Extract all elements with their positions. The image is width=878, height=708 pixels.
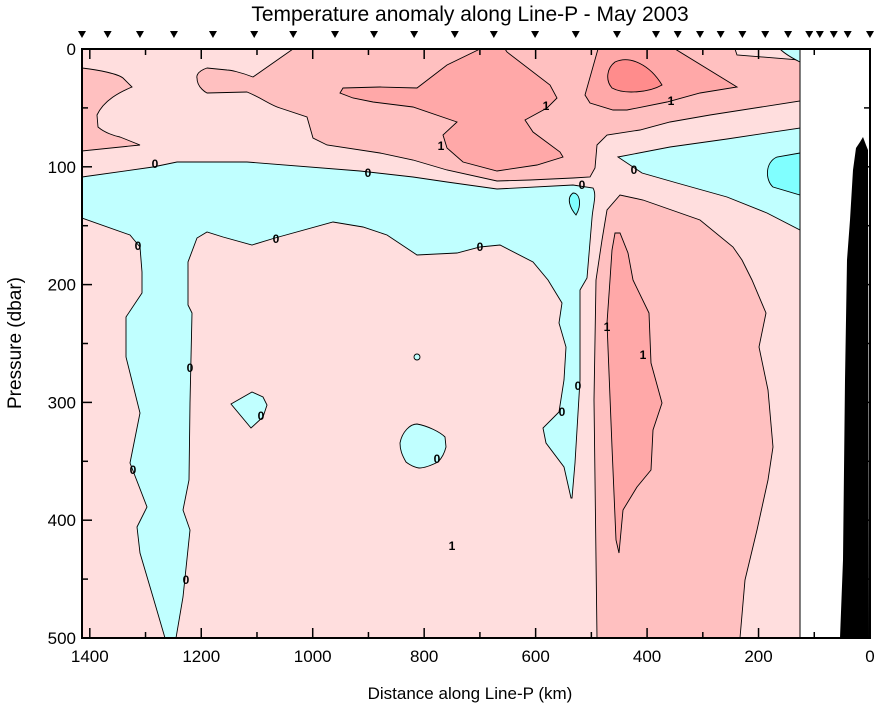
station-marker-icon [784, 31, 793, 38]
contour-label: 1 [604, 320, 611, 334]
station-marker-icon [805, 31, 814, 38]
contour-label: 0 [273, 232, 280, 246]
x-tick-label: 200 [744, 647, 772, 666]
y-tick-label: 300 [48, 393, 76, 412]
station-marker-icon [761, 31, 770, 38]
station-marker-icon [331, 31, 340, 38]
contour-label: 0 [135, 239, 142, 253]
station-marker-icon [738, 31, 747, 38]
contour-label: 0 [559, 405, 566, 419]
contour-label: 1 [668, 94, 675, 108]
anomaly-negative-tiny-blob [413, 353, 421, 361]
station-marker-icon [289, 31, 298, 38]
contour-label: 0 [477, 240, 484, 254]
station-marker-icon [571, 31, 580, 38]
anomaly-above-3-region [607, 59, 663, 93]
contour-label: 0 [183, 573, 190, 587]
x-axis-label: Distance along Line-P (km) [368, 684, 573, 703]
contour-label: 1 [543, 99, 550, 113]
contour-label: 1 [640, 348, 647, 362]
station-marker-icon [815, 31, 824, 38]
anomaly-negative-wedge-right [616, 127, 801, 231]
anomaly-negative-main-region [81, 161, 596, 639]
station-marker-icon [410, 31, 419, 38]
x-tick-label: 800 [410, 647, 438, 666]
y-tick-label: 500 [48, 629, 76, 648]
chart-title: Temperature anomaly along Line-P - May 2… [251, 3, 688, 26]
station-marker-icon [78, 31, 86, 38]
axis-ticks: 1400 1200 1000 800 600 400 200 0010020030040050… [48, 40, 875, 666]
station-marker-icon [135, 31, 144, 38]
x-tick-label: 600 [521, 647, 549, 666]
contour-label: 0 [258, 409, 265, 423]
contour-label: 0 [130, 463, 137, 477]
x-tick-label: 1200 [182, 647, 220, 666]
contour-label: 0 [434, 452, 441, 466]
station-marker-icon [866, 31, 874, 38]
bathymetry [840, 137, 869, 638]
anomaly-negative-blob-1 [230, 391, 268, 429]
anomaly-below-minus1-teardrop [568, 192, 580, 216]
station-marker-icon [531, 31, 540, 38]
x-tick-label: 0 [865, 647, 874, 666]
contour-labels: 0 0 0 0 0 0 0 0 0 0 0 0 0 0 1 1 1 1 1 1 [130, 94, 675, 587]
station-marker-icon [250, 31, 259, 38]
station-marker-icon [103, 31, 112, 38]
contour-label: 0 [152, 157, 159, 171]
station-marker-icon [673, 31, 682, 38]
station-marker-icon [843, 31, 852, 38]
station-marker-icon [169, 31, 178, 38]
contour-fills [81, 48, 869, 639]
station-marker-icon [829, 31, 838, 38]
x-tick-label: 1000 [294, 647, 332, 666]
station-marker-icon [652, 31, 661, 38]
contour-label: 0 [631, 163, 638, 177]
y-tick-label: 0 [67, 40, 76, 59]
y-tick-label: 100 [48, 158, 76, 177]
y-tick-label: 200 [48, 276, 76, 295]
anomaly-2-to-3-region-center [339, 48, 564, 172]
contour-label: 0 [575, 379, 582, 393]
station-marker-icon [612, 31, 621, 38]
contour-label: 1 [449, 539, 456, 553]
station-marker-icon [208, 31, 217, 38]
x-tick-label: 1400 [71, 647, 109, 666]
y-axis-label: Pressure (dbar) [5, 277, 26, 409]
anomaly-2-to-3-region-right-column [606, 232, 663, 554]
station-marker-icon [450, 31, 459, 38]
contour-label: 0 [579, 178, 586, 192]
station-marker-icon [696, 31, 705, 38]
contour-label: 0 [365, 166, 372, 180]
station-marker-icon [489, 31, 498, 38]
contour-label: 0 [187, 361, 194, 375]
anomaly-below-minus1-right [767, 152, 801, 196]
station-markers [78, 31, 874, 38]
station-marker-icon [716, 31, 725, 38]
station-marker-icon [370, 31, 379, 38]
anomaly-1-to-2-region-topleft [81, 67, 141, 152]
x-tick-label: 400 [633, 647, 661, 666]
y-tick-label: 400 [48, 511, 76, 530]
anomaly-negative-blob-2 [399, 423, 447, 469]
contour-label: 1 [438, 139, 445, 153]
